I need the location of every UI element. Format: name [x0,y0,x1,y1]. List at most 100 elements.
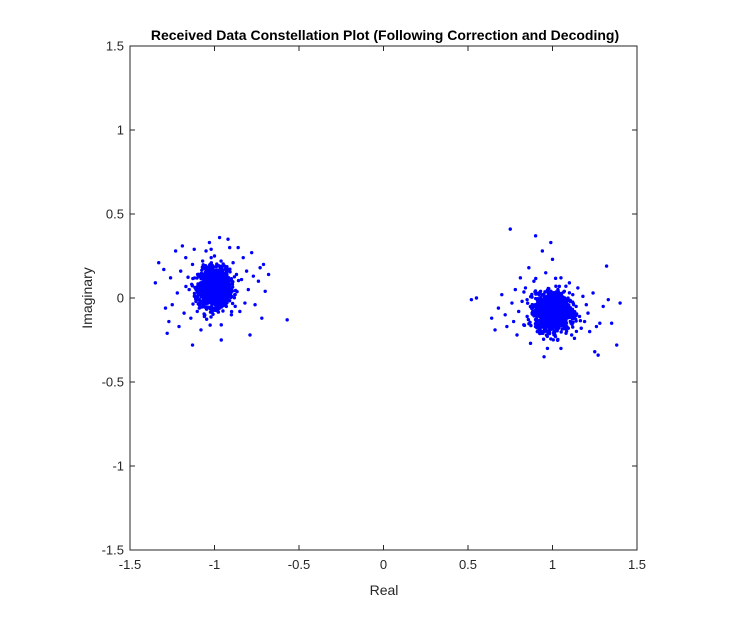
scatter-point [565,302,569,306]
scatter-point [201,263,205,267]
scatter-point [547,296,551,300]
scatter-point [209,299,213,303]
scatter-point [548,322,552,326]
scatter-point [228,270,232,274]
scatter-point [571,301,575,306]
scatter-point [596,353,600,357]
scatter-point [565,297,569,302]
scatter-point [559,276,563,280]
scatter-point [530,292,534,297]
scatter-point [528,341,533,346]
scatter-point [215,262,219,266]
scatter-point [251,274,256,278]
scatter-point [544,302,549,306]
scatter-point [518,276,523,280]
scatter-point [221,286,225,290]
scatter-point [556,288,560,293]
scatter-point [195,287,200,292]
scatter-point [557,301,561,305]
scatter-point [544,310,548,314]
scatter-point [215,309,220,313]
scatter-point [216,284,221,289]
scatter-point [555,329,559,333]
scatter-point [197,297,201,301]
scatter-point [199,275,203,279]
scatter-point [561,299,566,304]
scatter-point [205,287,209,291]
scatter-point [211,279,215,283]
scatter-point [165,331,169,335]
scatter-point [604,264,609,268]
scatter-point [201,284,206,289]
scatter-point [199,289,203,294]
y-tick-label: 1.5 [106,39,124,54]
scatter-point [525,314,529,319]
scatter-point [533,296,538,301]
scatter-point [559,330,563,334]
scatter-point [203,294,207,299]
x-tick-label: -0.5 [288,557,310,572]
scatter-point [195,272,200,277]
scatter-point [560,318,565,322]
axes-layer: -1.5 -1 -0.5 0 0.5 1 1.5 -1.5 -1 -0.5 0 0.5 1 1.5 [102,39,646,573]
scatter-point [581,294,585,299]
scatter-point [569,333,574,337]
scatter-point [223,281,227,285]
scatter-point [503,313,507,317]
scatter-point [557,284,562,289]
scatter-point [553,276,558,281]
scatter-point [215,281,220,286]
scatter-point [203,302,207,306]
scatter-point [261,262,266,267]
scatter-point [239,277,244,282]
scatter-point [553,321,557,326]
scatter-point [554,284,558,288]
scatter-point [153,281,158,285]
scatter-point [533,234,538,238]
scatter-point [522,290,526,294]
scatter-point [500,292,504,297]
scatter-point [191,302,195,306]
y-tick-label: 0 [117,291,124,306]
scatter-point [552,324,556,329]
scatter-point [213,271,217,276]
scatter-point [229,313,234,317]
scatter-point [243,301,247,305]
scatter-point [563,322,567,326]
scatter-point [541,337,546,341]
scatter-point [542,292,546,296]
x-tick-label: 0.5 [459,557,477,572]
scatter-point [214,290,218,294]
scatter-point [192,291,197,296]
scatter-point [556,294,560,298]
scatter-point [209,262,213,266]
scatter-point [537,303,541,308]
scatter-point [244,269,249,273]
scatter-point [219,266,223,270]
scatter-point [206,282,210,286]
scatter-point [536,322,540,326]
scatter-point [542,299,547,303]
scatter-point [564,326,568,331]
scatter-point [493,328,497,332]
points-layer [153,227,622,359]
scatter-point [226,237,230,241]
scatter-point [192,247,196,251]
scatter-point [530,303,534,307]
y-tick-label: -0.5 [102,375,124,390]
y-tick-label: 1 [117,123,124,138]
scatter-point [527,322,531,326]
scatter-point [184,284,188,289]
scatter-point [233,292,237,297]
scatter-point [572,315,576,319]
scatter-point [168,276,173,280]
scatter-point [609,321,614,325]
scatter-point [517,309,521,314]
scatter-point [555,338,560,342]
scatter-point [533,289,538,293]
scatter-point [523,286,528,290]
scatter-point [219,291,223,295]
scatter-point [552,329,556,334]
scatter-point [469,297,474,302]
